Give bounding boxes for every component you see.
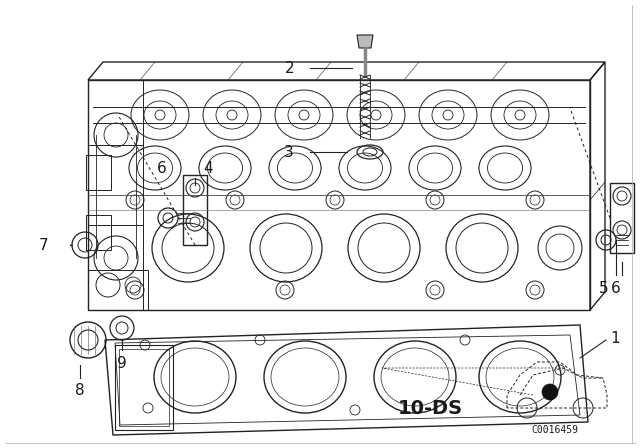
Polygon shape	[357, 35, 373, 48]
Text: C0016459: C0016459	[531, 425, 579, 435]
Text: 5: 5	[599, 280, 609, 296]
Text: 3: 3	[284, 145, 294, 159]
Text: 7: 7	[38, 237, 48, 253]
Text: 4: 4	[203, 160, 212, 176]
Circle shape	[542, 384, 558, 400]
Text: 1: 1	[610, 331, 620, 345]
Bar	[88, 270, 148, 310]
Text: 8: 8	[75, 383, 85, 397]
Bar	[86, 155, 111, 190]
Text: 2: 2	[284, 60, 294, 76]
Text: 6: 6	[611, 280, 621, 296]
Bar	[119, 349, 169, 426]
Text: 10-DS: 10-DS	[397, 399, 463, 418]
Bar	[115, 345, 173, 430]
Bar	[86, 215, 111, 250]
Text: 6: 6	[157, 160, 167, 176]
Text: 9: 9	[117, 356, 127, 371]
